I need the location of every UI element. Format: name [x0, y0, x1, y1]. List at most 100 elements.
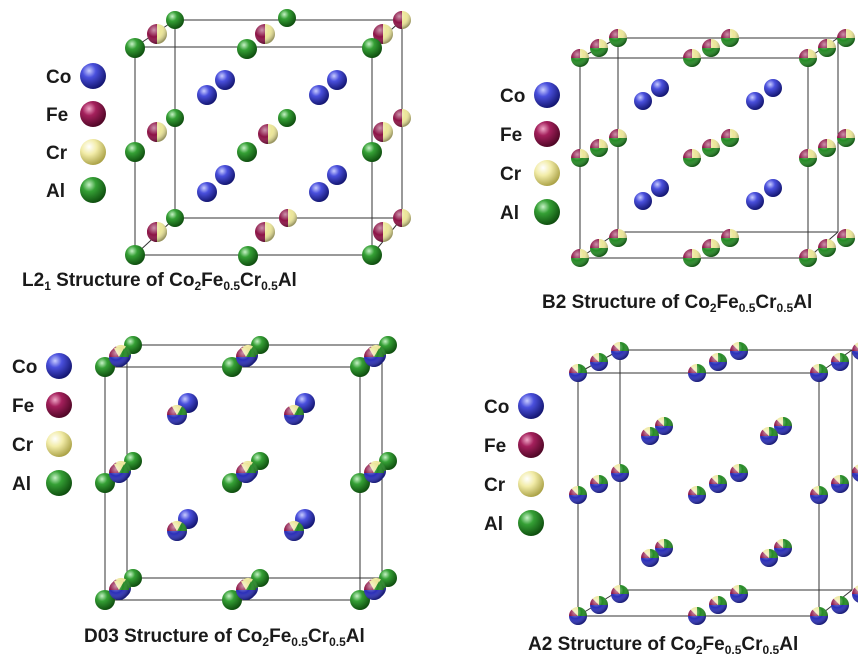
b2-atom	[571, 149, 589, 167]
l21-atom-co	[197, 85, 217, 105]
l21-legend-swatch-cr	[80, 139, 106, 165]
l21-atom-front	[147, 222, 167, 242]
b2-atom	[609, 229, 627, 247]
b2-atom	[683, 149, 701, 167]
b2-atom	[721, 229, 739, 247]
b2-atom-co	[764, 79, 782, 97]
d03-atom	[284, 521, 304, 541]
a2-atom	[569, 486, 587, 504]
d03-legend-label-al: Al	[12, 474, 31, 495]
a2-atom	[688, 364, 706, 382]
l21-atom-front	[125, 245, 145, 265]
b2-atom	[818, 39, 836, 57]
b2-atom	[683, 49, 701, 67]
l21-atom-front	[362, 38, 382, 58]
l21-atom-back	[278, 9, 296, 27]
l21-atom-front	[238, 246, 258, 266]
b2-atom	[837, 129, 855, 147]
b2-atom	[799, 49, 817, 67]
a2-atom	[774, 539, 792, 557]
a2-legend-swatch-cr	[518, 471, 544, 497]
b2-atom-co	[746, 192, 764, 210]
a2-atom	[641, 427, 659, 445]
l21-atom-co	[309, 182, 329, 202]
l21-atom-co	[327, 70, 347, 90]
a2-atom	[730, 342, 748, 360]
b2-atom	[571, 249, 589, 267]
d03-atom-al	[350, 590, 370, 610]
a2-atom	[569, 607, 587, 625]
b2-legend-label-co: Co	[500, 86, 525, 107]
d03-atom	[284, 405, 304, 425]
l21-atom-mid	[255, 24, 275, 44]
b2-atom	[721, 129, 739, 147]
b2-atom	[702, 139, 720, 157]
a2-atom	[611, 585, 629, 603]
a2-atom	[688, 486, 706, 504]
a2-legend-swatch-co	[518, 393, 544, 419]
b2-legend-swatch-cr	[534, 160, 560, 186]
l21-atom-back	[393, 11, 411, 29]
b2-atom	[683, 249, 701, 267]
d03-atom	[236, 347, 256, 367]
a2-atom	[590, 596, 608, 614]
a2-atom	[611, 342, 629, 360]
l21-atom-mid	[147, 24, 167, 44]
b2-atom	[818, 239, 836, 257]
d03-atom-al	[95, 590, 115, 610]
caption-a2: A2 Structure of Co2Fe0.5Cr0.5Al	[528, 634, 799, 657]
l21-legend-label-fe: Fe	[46, 105, 68, 126]
d03-atom	[109, 347, 129, 367]
d03-atom-al	[222, 357, 242, 377]
a2-legend-label-co: Co	[484, 397, 509, 418]
d03-atom	[236, 580, 256, 600]
b2-atom-co	[651, 79, 669, 97]
a2-legend-swatch-fe	[518, 432, 544, 458]
b2-atom	[799, 149, 817, 167]
a2-atom	[831, 596, 849, 614]
d03-atom	[167, 405, 187, 425]
a2-legend-label-cr: Cr	[484, 475, 506, 496]
l21-legend-swatch-co	[80, 63, 106, 89]
l21-atom-back	[393, 209, 411, 227]
l21-legend-label-al: Al	[46, 181, 65, 202]
l21-atom-front	[125, 38, 145, 58]
d03-atom-al	[222, 590, 242, 610]
b2-atom	[837, 29, 855, 47]
b2-atom-co	[634, 192, 652, 210]
d03-atom	[364, 347, 384, 367]
a2-atom	[688, 607, 706, 625]
b2-atom	[702, 39, 720, 57]
l21-atom-back	[166, 11, 184, 29]
d03-legend-swatch-cr	[46, 431, 72, 457]
b2-atom	[837, 229, 855, 247]
b2-atom	[799, 249, 817, 267]
b2-atom	[609, 29, 627, 47]
b2-atom	[590, 239, 608, 257]
a2-atom	[774, 417, 792, 435]
caption-l21: L21 Structure of Co2Fe0.5Cr0.5Al	[22, 270, 297, 293]
l21-legend-swatch-al	[80, 177, 106, 203]
d03-atom-al	[95, 473, 115, 493]
a2-legend-label-al: Al	[484, 514, 503, 535]
a2-atom	[590, 353, 608, 371]
l21-atom-back	[393, 109, 411, 127]
d03-atom-al	[350, 357, 370, 377]
d03-legend-label-cr: Cr	[12, 435, 34, 456]
l21-atom-co	[215, 70, 235, 90]
a2-atom	[760, 427, 778, 445]
l21-atom-back	[278, 109, 296, 127]
a2-atom	[810, 486, 828, 504]
d03-atom-al	[95, 357, 115, 377]
l21-atom-mid	[255, 222, 275, 242]
b2-atom	[818, 139, 836, 157]
l21-atom-mid	[373, 222, 393, 242]
d03-legend-label-fe: Fe	[12, 396, 34, 417]
l21-atom-front	[362, 142, 382, 162]
l21-atom-front	[237, 39, 257, 59]
l21-atom-back	[279, 209, 297, 227]
d03-legend-label-co: Co	[12, 357, 37, 378]
b2-legend-swatch-co	[534, 82, 560, 108]
a2-atom	[831, 353, 849, 371]
a2-atom	[730, 585, 748, 603]
